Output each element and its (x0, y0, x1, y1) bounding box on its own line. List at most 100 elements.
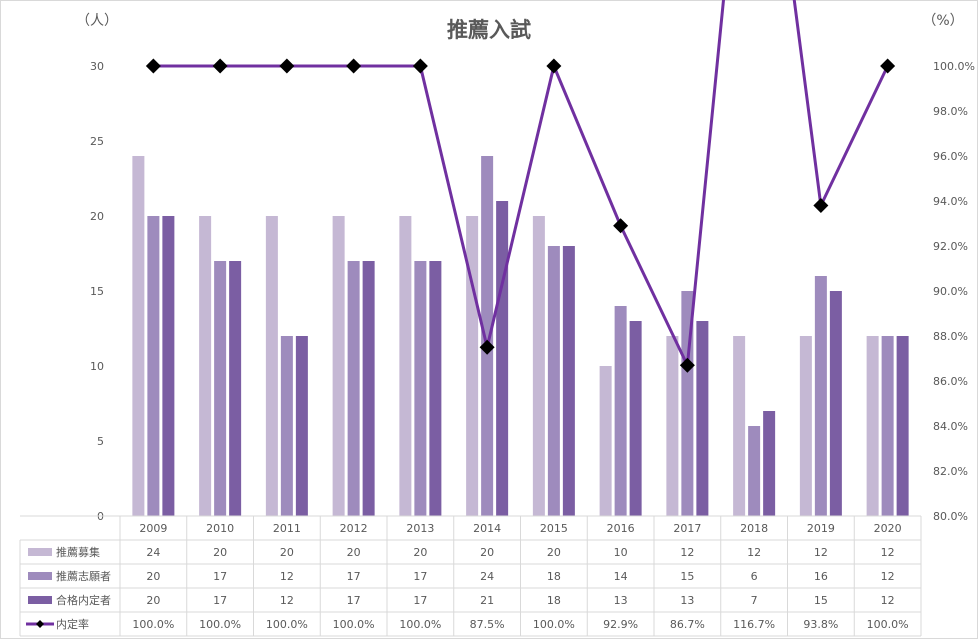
table-cell: 12 (280, 594, 294, 607)
right-axis-tick-label: 86.0% (933, 375, 968, 388)
legend-swatch (28, 548, 52, 556)
table-cell: 17 (413, 570, 427, 583)
right-axis: 80.0% 82.0% 84.0% 86.0% 88.0% 90.0% 92.0% 94.0%… (933, 60, 975, 523)
right-axis-tick-label: 84.0% (933, 420, 968, 433)
rate-point (613, 218, 629, 234)
table-cell: 17 (413, 594, 427, 607)
right-axis-tick-label: 98.0% (933, 105, 968, 118)
rate-point (479, 339, 495, 355)
table-cell: 87.5% (470, 618, 505, 631)
bar-2 (280, 336, 293, 516)
table-cell: 14 (614, 570, 628, 583)
table-cell: 20 (213, 546, 227, 559)
table-cell: 12 (881, 594, 895, 607)
table-cell: 92.9% (603, 618, 638, 631)
category-label: 2017 (673, 522, 701, 535)
right-axis-tick-label: 88.0% (933, 330, 968, 343)
bar-2 (414, 261, 427, 516)
bar-1 (332, 216, 345, 516)
left-axis-tick-label: 5 (97, 435, 104, 448)
table-cell: 20 (280, 546, 294, 559)
table-cell: 20 (547, 546, 561, 559)
rate-line (153, 0, 889, 367)
bar-3 (429, 261, 442, 516)
table-cell: 12 (881, 546, 895, 559)
category-label: 2010 (206, 522, 234, 535)
table-cell: 15 (814, 594, 828, 607)
left-axis-tick-label: 20 (90, 210, 104, 223)
category-label: 2020 (874, 522, 902, 535)
rate-point (212, 58, 228, 74)
table-cell: 12 (280, 570, 294, 583)
bar-2 (481, 156, 494, 516)
rate-point (412, 58, 428, 74)
table-cell: 12 (747, 546, 761, 559)
legend-swatch (28, 572, 52, 580)
category-label: 2013 (406, 522, 434, 535)
category-label: 2018 (740, 522, 768, 535)
chart-title: 推薦入試 (447, 18, 531, 42)
left-axis-tick-label: 30 (90, 60, 104, 73)
table-cell: 20 (347, 546, 361, 559)
category-label: 2009 (139, 522, 167, 535)
table-cell: 100.0% (333, 618, 375, 631)
category-label: 2016 (607, 522, 635, 535)
bar-3 (763, 411, 776, 516)
bar-1 (399, 216, 412, 516)
legend-label: 内定率 (56, 617, 89, 631)
table-cell: 100.0% (132, 618, 174, 631)
table-cell: 17 (347, 570, 361, 583)
data-table: 2009 2010 2011 2012 2013 2014 2015 2016 2017 2018… (19, 515, 922, 637)
bar-2 (347, 261, 360, 516)
category-label: 2014 (473, 522, 501, 535)
table-cell: 100.0% (266, 618, 308, 631)
right-axis-tick-label: 80.0% (933, 510, 968, 523)
bar-2 (547, 246, 560, 516)
bar-2 (881, 336, 894, 516)
bar-1 (132, 156, 145, 516)
right-axis-tick-label: 94.0% (933, 195, 968, 208)
bar-1 (666, 336, 679, 516)
table-cell: 12 (680, 546, 694, 559)
legend-swatch (28, 596, 52, 604)
bar-1 (265, 216, 278, 516)
legend-label: 推薦志願者 (56, 569, 111, 583)
bar-3 (896, 336, 909, 516)
bar-3 (362, 261, 375, 516)
bar-3 (229, 261, 242, 516)
left-axis-unit: （人） (76, 13, 118, 29)
table-cell: 20 (480, 546, 494, 559)
right-axis-tick-label: 96.0% (933, 150, 968, 163)
rate-point (346, 58, 362, 74)
bar-2 (614, 306, 627, 516)
bar-2 (214, 261, 227, 516)
table-cell: 6 (751, 570, 758, 583)
left-axis-tick-label: 25 (90, 135, 104, 148)
table-cell: 24 (146, 546, 160, 559)
table-cell: 93.8% (803, 618, 838, 631)
bar-2 (147, 216, 160, 516)
table-cell: 13 (614, 594, 628, 607)
rate-point (813, 198, 829, 213)
table-cell: 20 (146, 594, 160, 607)
bar-2 (748, 426, 761, 516)
table-cell: 17 (347, 594, 361, 607)
table-cell: 100.0% (867, 618, 909, 631)
table-cell: 18 (547, 594, 561, 607)
bar-3 (162, 216, 175, 516)
bar-1 (599, 366, 612, 516)
bar-3 (829, 291, 842, 516)
table-cell: 116.7% (733, 618, 775, 631)
table-cell: 100.0% (199, 618, 241, 631)
rate-point (279, 58, 295, 74)
bar-1 (799, 336, 812, 516)
left-axis-tick-label: 15 (90, 285, 104, 298)
table-cell: 86.7% (670, 618, 705, 631)
category-label: 2019 (807, 522, 835, 535)
bar-1 (733, 336, 746, 516)
table-cell: 17 (213, 594, 227, 607)
category-label: 2012 (340, 522, 368, 535)
bar-3 (295, 336, 308, 516)
